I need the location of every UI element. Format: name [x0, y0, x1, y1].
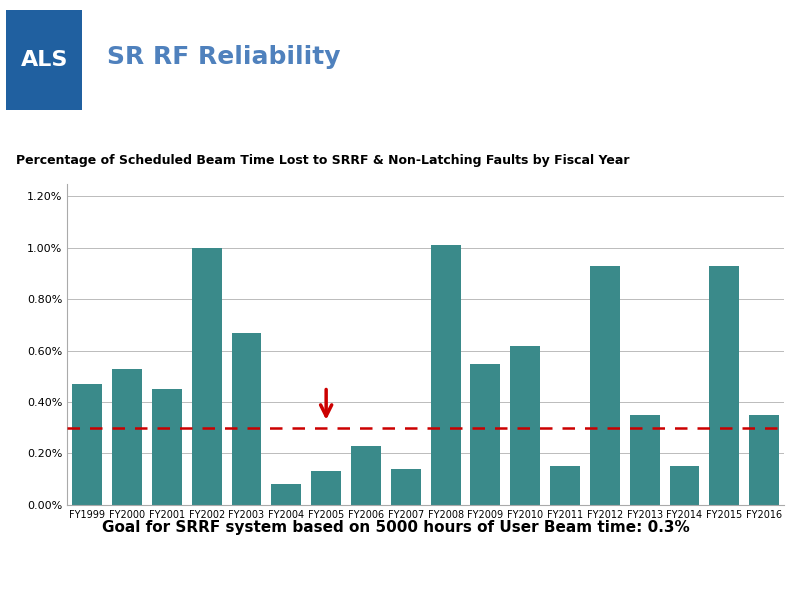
- Bar: [231, 333, 261, 505]
- Text: Advanced Light Source: Advanced Light Source: [12, 565, 147, 575]
- Bar: [72, 384, 102, 505]
- Bar: [669, 466, 699, 505]
- Bar: [152, 389, 182, 505]
- Bar: [391, 469, 421, 505]
- Text: Percentage of Scheduled Beam Time Lost to SRRF & Non-Latching Faults by Fiscal Y: Percentage of Scheduled Beam Time Lost t…: [16, 154, 630, 167]
- Bar: [351, 446, 381, 505]
- Text: ALS: ALS: [21, 50, 68, 70]
- Bar: [710, 266, 739, 505]
- Bar: [510, 346, 540, 505]
- Text: An Office of Science User Facility: An Office of Science User Facility: [12, 589, 150, 599]
- Bar: [590, 266, 620, 505]
- Bar: [550, 466, 580, 505]
- Bar: [112, 368, 142, 505]
- Bar: [6, 10, 82, 110]
- Text: 9th CWRF Workshop - ESRF, June 21-25, 2016: 9th CWRF Workshop - ESRF, June 21-25, 20…: [261, 573, 531, 586]
- Bar: [431, 245, 460, 505]
- Text: SR RF Reliability: SR RF Reliability: [107, 45, 341, 69]
- Text: Goal for SRRF system based on 5000 hours of User Beam time: 0.3%: Goal for SRRF system based on 5000 hours…: [102, 520, 690, 536]
- Bar: [630, 415, 660, 505]
- Bar: [272, 484, 301, 505]
- Bar: [192, 248, 222, 505]
- Bar: [749, 415, 779, 505]
- Bar: [311, 471, 341, 505]
- Bar: [470, 364, 501, 505]
- Text: ⚡ ENERGY   LBNL   ALS: ⚡ ENERGY LBNL ALS: [681, 575, 776, 584]
